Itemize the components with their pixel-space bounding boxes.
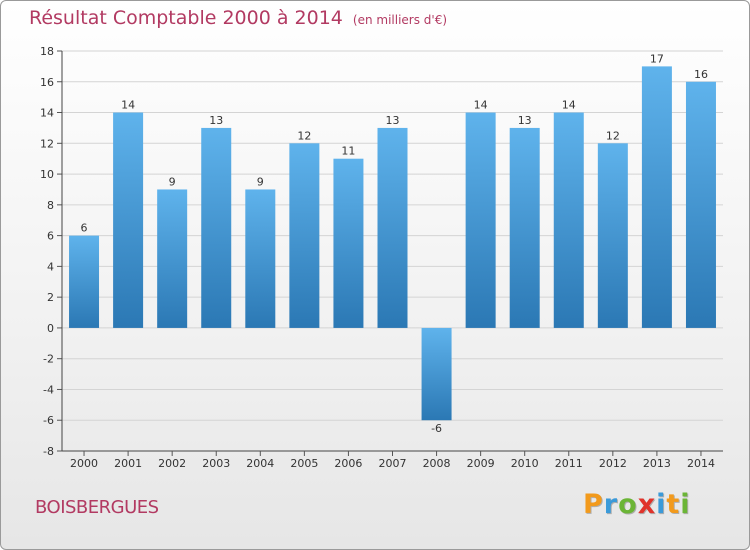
bar-2010	[509, 127, 540, 328]
data-label-2011: 14	[562, 99, 576, 112]
y-tick-label: 10	[40, 168, 54, 181]
data-label-2002: 9	[169, 175, 176, 188]
x-tick-label-2000: 2000	[70, 457, 98, 470]
brand-letter: o	[618, 489, 638, 520]
data-label-2005: 12	[297, 129, 311, 142]
x-tick-label-2005: 2005	[290, 457, 318, 470]
x-tick-label-2014: 2014	[687, 457, 715, 470]
data-label-2008: -6	[431, 422, 442, 435]
brand-letter: P	[583, 489, 604, 520]
chart-unit: (en milliers d'€)	[352, 13, 448, 27]
x-tick-label-2003: 2003	[202, 457, 230, 470]
y-tick-label: -2	[43, 353, 54, 366]
bar-2002	[157, 189, 188, 328]
bar-2012	[597, 143, 628, 328]
bar-2000	[69, 235, 100, 328]
bar-2011	[553, 112, 584, 328]
brand-letter: i	[680, 489, 691, 520]
data-label-2013: 17	[650, 52, 664, 65]
bar-2004	[245, 189, 276, 328]
y-tick-label: 4	[47, 260, 54, 273]
y-tick-label: 2	[47, 291, 54, 304]
data-label-2009: 14	[474, 99, 488, 112]
y-tick-label: 12	[40, 137, 54, 150]
y-tick-label: 0	[47, 322, 54, 335]
y-tick-label: -8	[43, 445, 54, 458]
location-name: BOISBERGUES	[35, 497, 159, 518]
x-tick-label-2002: 2002	[158, 457, 186, 470]
data-label-2007: 13	[386, 114, 400, 127]
bar-2006	[333, 158, 364, 328]
x-tick-label-2006: 2006	[334, 457, 362, 470]
bar-2005	[289, 143, 320, 328]
x-tick-label-2004: 2004	[246, 457, 274, 470]
data-label-2014: 16	[694, 68, 708, 81]
x-tick-label-2010: 2010	[511, 457, 539, 470]
data-label-2001: 14	[121, 99, 135, 112]
x-tick-label-2011: 2011	[555, 457, 583, 470]
bar-2007	[377, 127, 408, 328]
bar-2013	[641, 66, 672, 328]
x-tick-label-2009: 2009	[467, 457, 495, 470]
bar-2001	[113, 112, 144, 328]
x-tick-label-2007: 2007	[379, 457, 407, 470]
y-tick-label: 14	[40, 107, 54, 120]
y-tick-label: 8	[47, 199, 54, 212]
y-tick-label: 16	[40, 76, 54, 89]
y-tick-label: -4	[43, 383, 54, 396]
data-label-2000: 6	[81, 222, 88, 235]
brand-logo: Proxiti	[583, 489, 691, 520]
x-tick-label-2001: 2001	[114, 457, 142, 470]
y-tick-label: 18	[40, 45, 54, 58]
y-tick-label: 6	[47, 230, 54, 243]
chart-title: Résultat Comptable 2000 à 2014	[29, 7, 343, 29]
brand-letter: r	[603, 489, 619, 520]
data-label-2012: 12	[606, 129, 620, 142]
bar-2009	[465, 112, 496, 328]
x-tick-label-2012: 2012	[599, 457, 627, 470]
x-tick-label-2008: 2008	[423, 457, 451, 470]
data-label-2010: 13	[518, 114, 532, 127]
x-tick-label-2013: 2013	[643, 457, 671, 470]
brand-letter: i	[656, 489, 667, 520]
bar-2014	[685, 81, 716, 328]
data-label-2004: 9	[257, 175, 264, 188]
brand-letter: t	[666, 489, 681, 520]
bar-2003	[201, 127, 232, 328]
chart-header: Résultat Comptable 2000 à 2014 (en millie…	[29, 7, 447, 29]
y-tick-label: -6	[43, 414, 54, 427]
brand-letter: x	[637, 489, 657, 520]
data-label-2003: 13	[209, 114, 223, 127]
data-label-2006: 11	[341, 145, 355, 158]
bar-2008	[421, 327, 452, 421]
